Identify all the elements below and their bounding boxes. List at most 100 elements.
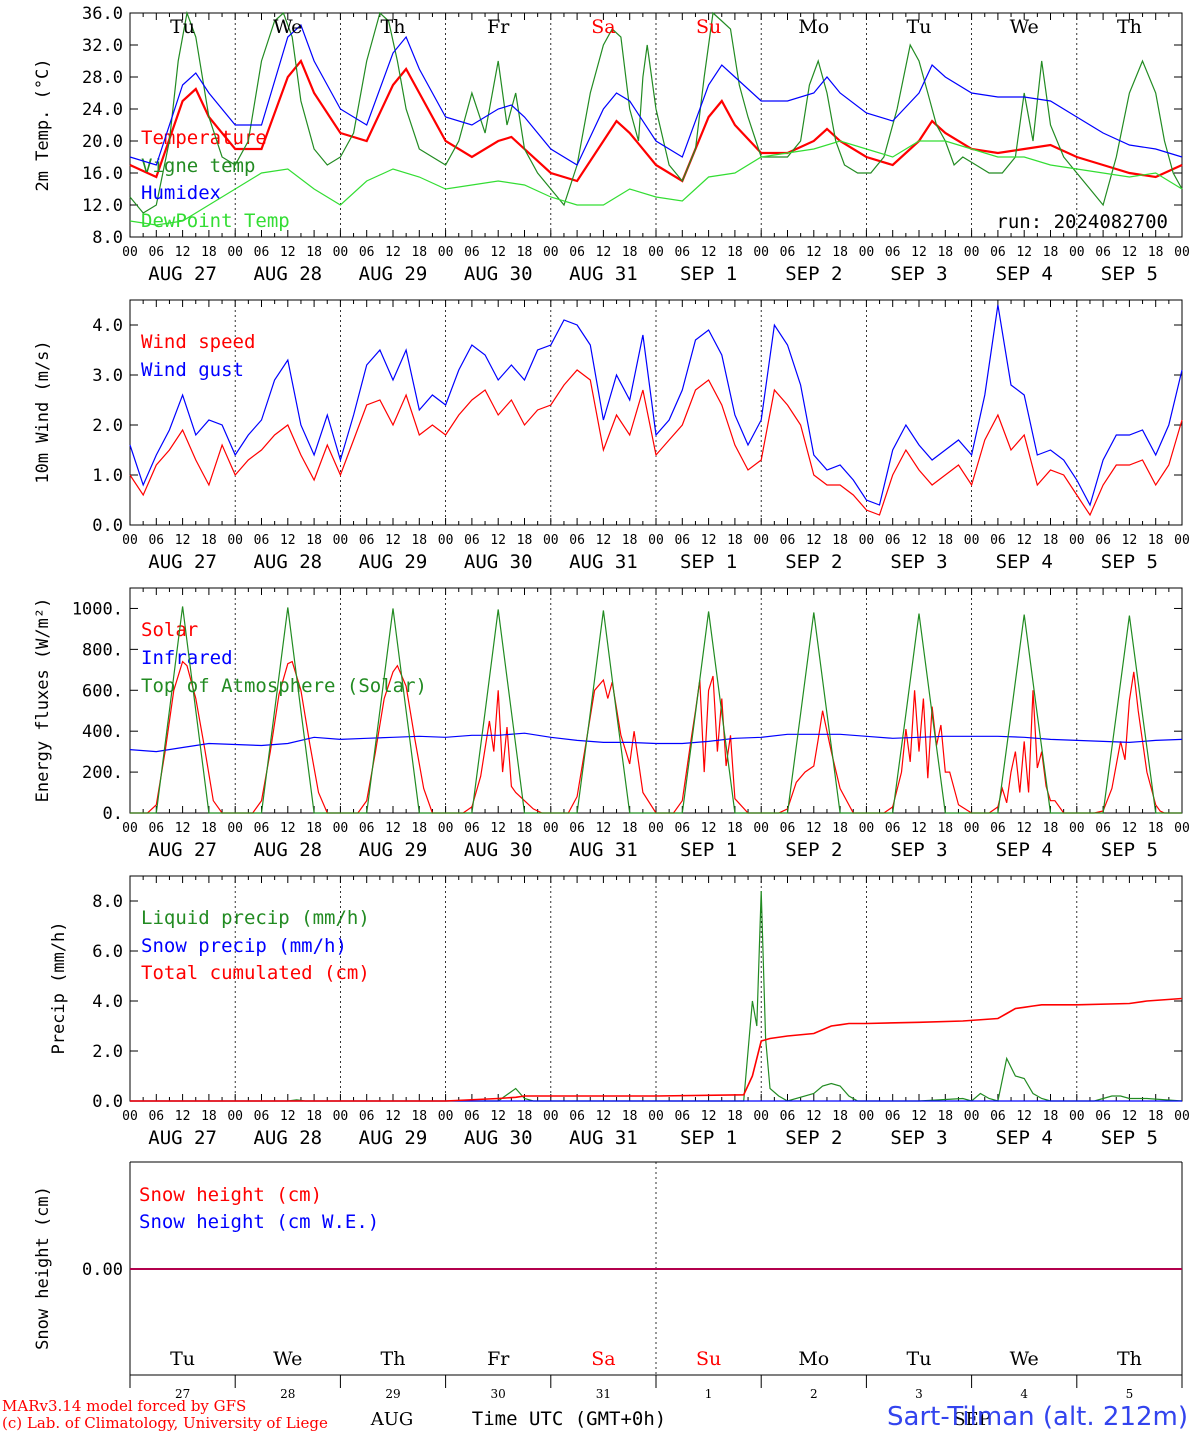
x-hour-label: 12 — [280, 1109, 296, 1124]
x-date-label: AUG 31 — [569, 551, 638, 573]
weekday-label: Mo — [798, 16, 829, 38]
y-tick-label: 32.0 — [82, 36, 123, 56]
y-tick-label: 600. — [82, 681, 123, 701]
y-tick-label: 2.0 — [92, 416, 123, 436]
x-date-label: AUG 29 — [359, 839, 428, 861]
day-number: 1 — [705, 1387, 713, 1401]
x-hour-label: 12 — [596, 245, 612, 260]
x-date-label: AUG 29 — [359, 263, 428, 285]
x-hour-label: 18 — [411, 821, 427, 836]
weekday-label: Fr — [487, 16, 510, 38]
x-hour-label: 12 — [490, 1109, 506, 1124]
model-credit: MARv3.14 model forced by GFS — [2, 1397, 247, 1415]
x-date-label: AUG 29 — [359, 551, 428, 573]
x-hour-label: 00 — [859, 533, 875, 548]
x-hour-label: 06 — [464, 821, 480, 836]
x-hour-label: 18 — [937, 1109, 953, 1124]
time-axis-title: Time UTC (GMT+0h) — [472, 1408, 666, 1430]
x-hour-label: 12 — [911, 1109, 927, 1124]
y-tick-label: 8.0 — [92, 228, 123, 248]
x-hour-label: 12 — [175, 533, 191, 548]
legend-entry: Vigne temp — [141, 155, 255, 177]
weekday-label: Tu — [907, 16, 932, 38]
x-hour-label: 06 — [464, 1109, 480, 1124]
x-hour-label: 12 — [490, 245, 506, 260]
x-date-label: SEP 2 — [785, 1127, 842, 1149]
x-hour-label: 12 — [1016, 245, 1032, 260]
x-hour-label: 06 — [148, 245, 164, 260]
x-hour-label: 00 — [333, 533, 349, 548]
x-hour-label: 00 — [964, 1109, 980, 1124]
weekday-label: Tu — [170, 16, 195, 38]
x-hour-label: 00 — [1174, 245, 1190, 260]
x-hour-label: 12 — [1016, 1109, 1032, 1124]
x-hour-label: 18 — [517, 821, 533, 836]
x-hour-label: 12 — [490, 533, 506, 548]
series-line — [129, 23, 1183, 166]
x-hour-label: 00 — [753, 821, 769, 836]
x-hour-label: 12 — [1016, 821, 1032, 836]
x-hour-label: 12 — [701, 821, 717, 836]
y-tick-label: 1000. — [72, 599, 123, 619]
y-tick-label: 3.0 — [92, 366, 123, 386]
y-tick-label: 2.0 — [92, 1042, 123, 1062]
x-hour-label: 00 — [1174, 821, 1190, 836]
x-hour-label: 12 — [911, 821, 927, 836]
x-hour-label: 00 — [859, 1109, 875, 1124]
x-hour-label: 18 — [411, 533, 427, 548]
x-hour-label: 06 — [464, 245, 480, 260]
x-hour-label: 12 — [385, 533, 401, 548]
x-date-label: AUG 30 — [464, 551, 533, 573]
x-hour-label: 06 — [1095, 245, 1111, 260]
x-hour-label: 00 — [227, 1109, 243, 1124]
x-hour-label: 18 — [622, 821, 638, 836]
x-hour-label: 06 — [254, 1109, 270, 1124]
legend-entry: Wind gust — [141, 359, 244, 381]
weekday-label: Th — [381, 1348, 406, 1370]
x-date-label: SEP 5 — [1101, 551, 1158, 573]
x-date-label: SEP 1 — [680, 1127, 737, 1149]
x-hour-label: 00 — [543, 1109, 559, 1124]
x-hour-label: 06 — [885, 821, 901, 836]
x-hour-label: 12 — [806, 821, 822, 836]
x-hour-label: 00 — [859, 245, 875, 260]
x-hour-label: 18 — [411, 1109, 427, 1124]
x-hour-label: 06 — [990, 245, 1006, 260]
weekday-label: Sa — [591, 16, 615, 38]
x-hour-label: 18 — [622, 1109, 638, 1124]
legend-entry: Snow precip (mm/h) — [141, 935, 347, 957]
x-date-label: SEP 2 — [785, 551, 842, 573]
run-label: run: 2024082700 — [996, 211, 1168, 233]
y-tick-label: 24.0 — [82, 100, 123, 120]
y-tick-label: 6.0 — [92, 942, 123, 962]
x-date-label: AUG 28 — [253, 839, 322, 861]
x-date-label: AUG 30 — [464, 1127, 533, 1149]
legend-entry: Snow height (cm) — [139, 1184, 322, 1206]
y-tick-label: 0.00 — [82, 1260, 123, 1280]
x-hour-label: 12 — [280, 533, 296, 548]
x-hour-label: 06 — [254, 245, 270, 260]
weekday-label: Th — [1117, 1348, 1142, 1370]
x-hour-label: 06 — [780, 533, 796, 548]
legend-entry: DewPoint Temp — [141, 210, 290, 232]
weekday-label: Tu — [170, 1348, 195, 1370]
x-hour-label: 00 — [964, 245, 980, 260]
x-hour-label: 06 — [990, 821, 1006, 836]
y-tick-label: 12.0 — [82, 196, 123, 216]
x-hour-label: 18 — [1043, 533, 1059, 548]
legend-entry: Humidex — [141, 182, 221, 204]
legend-entry: Top of Atmosphere (Solar) — [141, 675, 427, 697]
x-hour-label: 00 — [648, 245, 664, 260]
weekday-label: Su — [696, 16, 721, 38]
x-hour-label: 00 — [438, 1109, 454, 1124]
x-hour-label: 12 — [385, 821, 401, 836]
x-hour-label: 00 — [333, 245, 349, 260]
x-hour-label: 00 — [648, 821, 664, 836]
x-hour-label: 06 — [359, 1109, 375, 1124]
x-date-label: SEP 3 — [890, 839, 947, 861]
x-hour-label: 06 — [780, 1109, 796, 1124]
x-hour-label: 18 — [201, 821, 217, 836]
x-date-label: SEP 4 — [996, 263, 1053, 285]
y-tick-label: 4.0 — [92, 992, 123, 1012]
